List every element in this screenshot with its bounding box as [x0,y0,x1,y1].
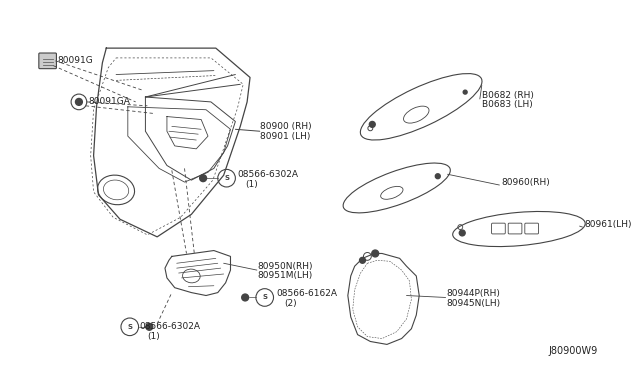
Circle shape [460,230,465,236]
Circle shape [435,174,440,179]
Text: B0682 (RH): B0682 (RH) [482,90,534,100]
Text: 80950N(RH): 80950N(RH) [258,262,314,271]
Text: 80951M(LH): 80951M(LH) [258,272,313,280]
Text: 80900 (RH): 80900 (RH) [260,122,312,131]
Circle shape [369,122,375,127]
Circle shape [360,257,365,263]
Text: 80961(LH): 80961(LH) [584,219,632,229]
Text: 80944P(RH): 80944P(RH) [447,289,500,298]
Text: 08566-6302A: 08566-6302A [140,322,200,331]
Text: 80945N(LH): 80945N(LH) [447,299,500,308]
Text: B0683 (LH): B0683 (LH) [482,100,532,109]
Circle shape [242,294,248,301]
Text: S: S [262,295,268,301]
Text: 80901 (LH): 80901 (LH) [260,132,310,141]
Text: S: S [224,175,229,181]
Text: (1): (1) [245,180,258,189]
Text: 80960(RH): 80960(RH) [501,177,550,187]
Text: (1): (1) [147,332,160,341]
Text: J80900W9: J80900W9 [548,346,598,356]
Circle shape [146,323,153,330]
Text: 08566-6302A: 08566-6302A [237,170,298,179]
Circle shape [76,99,83,105]
Text: S: S [127,324,132,330]
Text: 08566-6162A: 08566-6162A [276,289,337,298]
Circle shape [463,90,467,94]
Circle shape [200,175,207,182]
Text: (2): (2) [284,299,297,308]
Text: 80091G: 80091G [58,56,93,65]
Circle shape [372,250,379,257]
FancyBboxPatch shape [39,53,56,69]
Text: 80091GA: 80091GA [89,97,131,106]
